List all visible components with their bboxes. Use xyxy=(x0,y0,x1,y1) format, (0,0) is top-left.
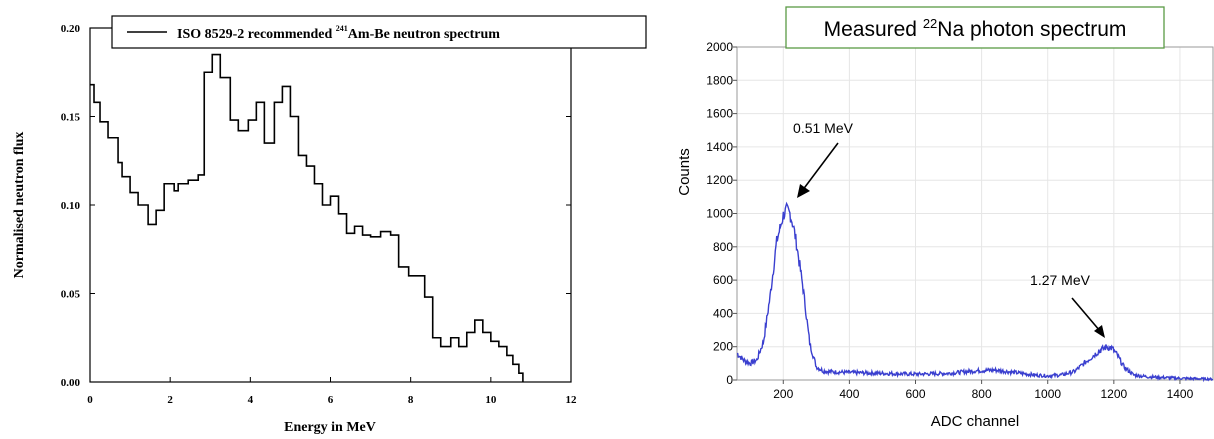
right-chart: 0 200 400 600 800 1000 1200 1400 1600 1800 2000 20… xyxy=(676,6,1214,430)
right-x-axis-label: ADC channel xyxy=(931,413,1019,430)
left-x-tick-label: 8 xyxy=(408,394,414,406)
annotation-arrowhead-1-27-mev xyxy=(1094,325,1105,338)
right-y-tick-label: 600 xyxy=(713,273,733,287)
left-legend-text: ISO 8529-2 recommended 241Am-Be neutron … xyxy=(177,24,500,42)
left-histogram-line xyxy=(90,53,524,382)
left-x-ticks: 0 2 4 6 8 10 12 xyxy=(87,28,577,406)
left-x-tick-label: 0 xyxy=(87,394,93,406)
left-x-axis-label: Energy in MeV xyxy=(284,420,376,435)
right-title-isotope-mass: 22 xyxy=(923,16,937,31)
right-y-ticks: 0 200 400 600 800 1000 1200 1400 1600 1800 2000 xyxy=(706,40,737,387)
right-x-tick-label: 200 xyxy=(773,387,793,401)
right-x-tick-label: 600 xyxy=(905,387,925,401)
right-x-tick-label: 1400 xyxy=(1167,387,1194,401)
left-y-tick-label: 0.15 xyxy=(61,112,81,124)
right-y-tick-label: 1000 xyxy=(706,207,733,221)
right-y-tick-label: 800 xyxy=(713,240,733,254)
right-x-tick-label: 800 xyxy=(972,387,992,401)
annotation-arrow-1-27-mev xyxy=(1071,297,1101,332)
left-y-tick-label: 0.20 xyxy=(61,23,81,35)
right-spectrum-line xyxy=(736,201,1213,383)
left-x-tick-label: 6 xyxy=(328,394,334,406)
left-chart: 0.00 0.05 0.10 0.15 0.20 0 2 4 6 8 10 12 ISO 8529-… xyxy=(12,15,647,435)
annotation-arrowhead-0-51-mev xyxy=(797,184,810,198)
right-x-tick-label: 400 xyxy=(839,387,859,401)
right-x-tick-label: 1200 xyxy=(1100,387,1127,401)
right-y-tick-label: 2000 xyxy=(706,40,733,54)
left-y-tick-label: 0.05 xyxy=(61,289,81,301)
left-x-tick-label: 12 xyxy=(566,394,578,406)
left-y-axis-label: Normalised neutron flux xyxy=(12,132,27,279)
right-y-tick-label: 0 xyxy=(726,373,733,387)
left-y-tick-label: 0.10 xyxy=(61,200,81,212)
right-y-tick-label: 200 xyxy=(713,340,733,354)
annotation-label-1-27-mev: 1.27 MeV xyxy=(1030,272,1091,288)
annotation-label-0-51-mev: 0.51 MeV xyxy=(793,120,854,136)
right-y-tick-label: 1400 xyxy=(706,140,733,154)
left-y-ticks: 0.00 0.05 0.10 0.15 0.20 xyxy=(61,23,571,389)
right-y-tick-label: 1800 xyxy=(706,73,733,87)
right-x-tick-label: 1000 xyxy=(1034,387,1061,401)
left-x-tick-label: 10 xyxy=(485,394,497,406)
left-legend-box xyxy=(111,15,647,49)
right-x-ticks: 200 400 600 800 1000 1200 1400 xyxy=(773,380,1194,401)
left-x-tick-label: 4 xyxy=(248,394,254,406)
right-y-tick-label: 1600 xyxy=(706,107,733,121)
annotation-arrow-0-51-mev xyxy=(801,142,839,192)
left-y-tick-label: 0.00 xyxy=(61,377,81,389)
right-title-box xyxy=(785,6,1165,49)
left-x-tick-label: 2 xyxy=(167,394,173,406)
right-chart-title: Measured 22Na photon spectrum xyxy=(824,16,1127,41)
left-legend-isotope-mass: 241 xyxy=(336,24,348,33)
right-y-axis-label: Counts xyxy=(676,148,693,196)
right-y-tick-label: 1200 xyxy=(706,173,733,187)
right-y-tick-label: 400 xyxy=(713,306,733,320)
